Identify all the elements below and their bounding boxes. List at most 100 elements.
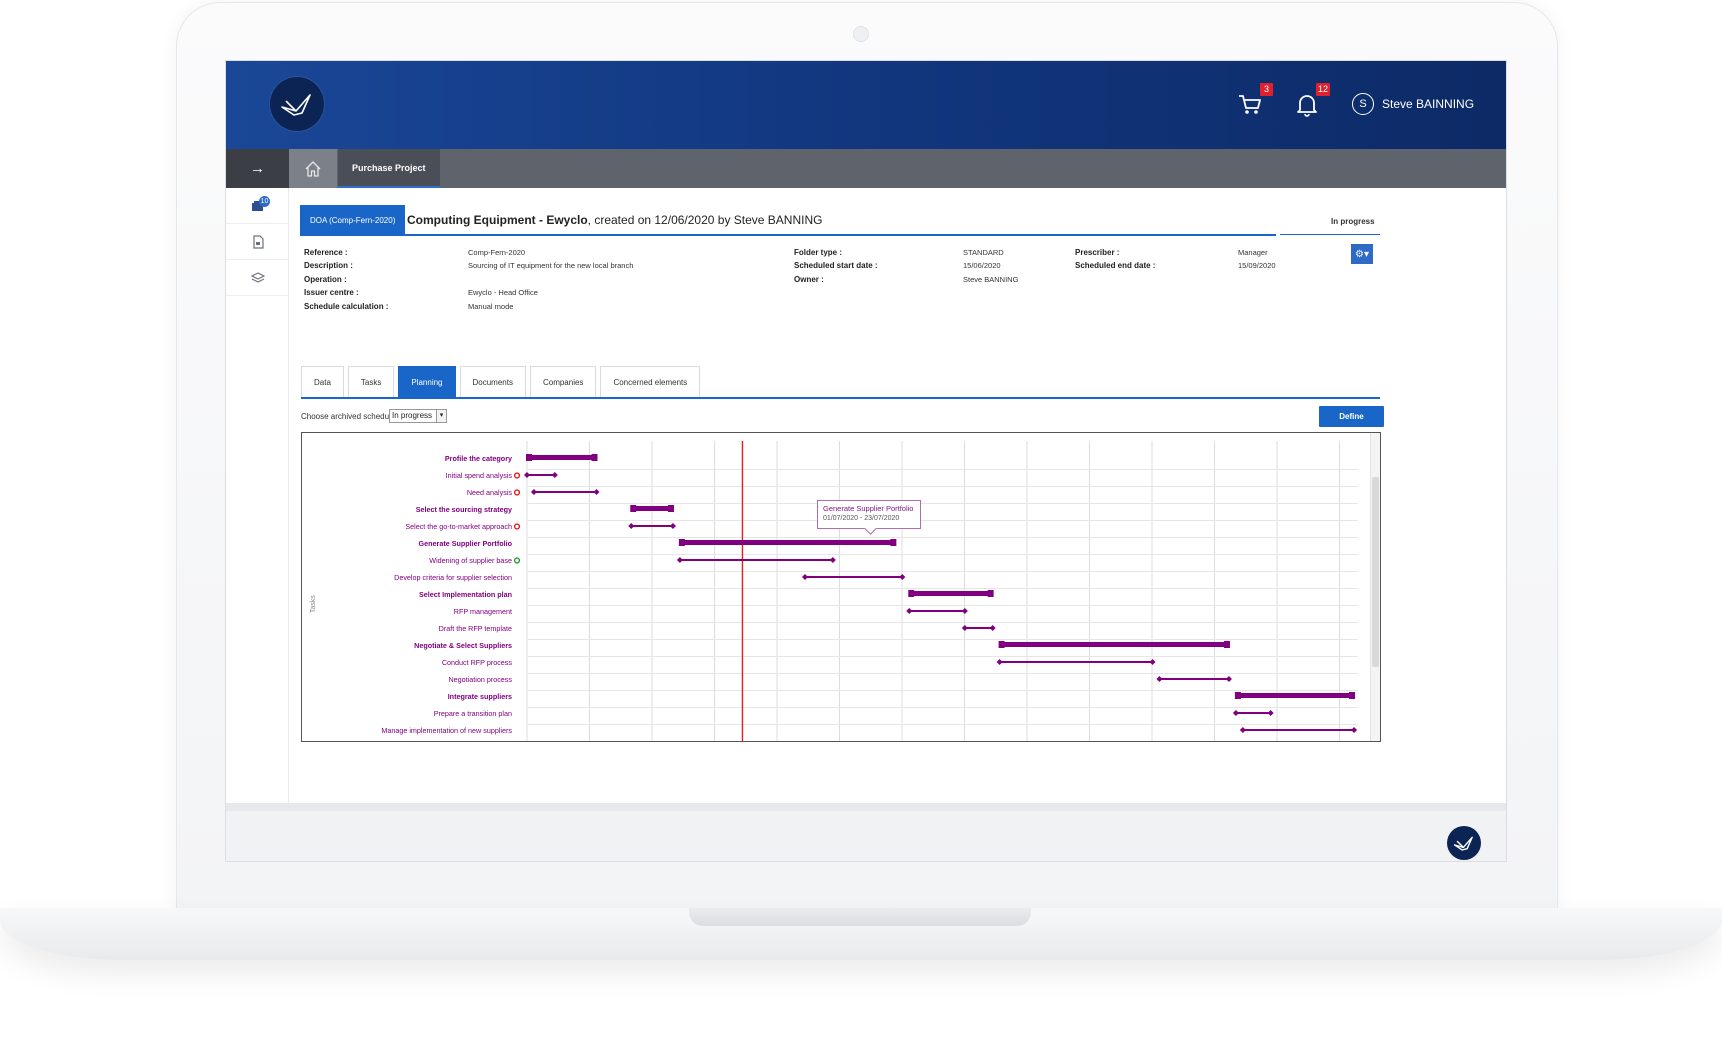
gantt-scroll-thumb[interactable]: [1372, 477, 1379, 667]
description-label: Description :: [304, 261, 353, 270]
tab-companies[interactable]: Companies: [529, 366, 597, 397]
gantt-task-label: Initial spend analysis: [446, 471, 513, 480]
owner-value: Steve BANNING: [963, 275, 1019, 284]
archive-label: Choose archived schedule: [301, 412, 396, 421]
gantt-group-start-cap: [908, 590, 915, 597]
gantt-group-label: Integrate suppliers: [448, 692, 512, 701]
gantt-task-start-marker: [628, 523, 635, 529]
gantt-task-label: Negotiation process: [448, 675, 512, 684]
rail-item-layers[interactable]: [226, 260, 289, 296]
layers-icon: [250, 271, 265, 283]
define-button[interactable]: Define: [1319, 406, 1384, 427]
gantt-task-label: Widening of supplier base: [429, 556, 512, 565]
gantt-group-label: Select the sourcing strategy: [416, 505, 512, 514]
project-tabs: Data Tasks Planning Documents Companies Conce…: [301, 366, 704, 397]
doa-badge[interactable]: DOA (Comp-Fern-2020): [300, 205, 406, 235]
gantt-group-bar: [909, 591, 993, 596]
gantt-y-axis-label: Tasks: [310, 595, 317, 613]
app-header: 3 12 S Steve BAINNING: [226, 61, 1506, 149]
gantt-task-start-marker: [802, 574, 808, 580]
gantt-group-label: Negotiate & Select Suppliers: [414, 641, 512, 650]
tab-tasks[interactable]: Tasks: [347, 366, 395, 397]
gantt-task-label: Conduct RFP process: [442, 658, 513, 667]
footer: [226, 803, 1506, 861]
issuer-label: Issuer centre :: [304, 288, 359, 297]
status-divider: [1280, 234, 1380, 235]
gantt-task-label: Need analysis: [467, 488, 513, 497]
gantt-group-end-cap: [987, 590, 994, 597]
tab-purchase-project[interactable]: Purchase Project: [338, 149, 440, 188]
folder-type-value: STANDARD: [963, 248, 1004, 257]
tab-data[interactable]: Data: [301, 366, 344, 397]
gantt-task-label: Select the go-to-market approach: [405, 522, 512, 531]
settings-button[interactable]: ⚙▾: [1351, 244, 1373, 264]
gantt-task-label: Prepare a transition plan: [434, 709, 512, 718]
operation-label: Operation :: [304, 275, 347, 284]
reference-value: Comp-Fern-2020: [468, 248, 526, 257]
gantt-task-label: Develop criteria for supplier selection: [394, 573, 512, 582]
expand-sidebar-button[interactable]: →: [226, 149, 289, 188]
user-menu[interactable]: S Steve BAINNING: [1352, 89, 1474, 119]
gantt-group-start-cap: [998, 641, 1005, 648]
gantt-task-start-marker: [1239, 727, 1246, 733]
main-content: DOA (Comp-Fern-2020) Computing Equipment…: [289, 188, 1506, 803]
rail-item-dashboard[interactable]: 10: [226, 188, 289, 224]
cart-button[interactable]: 3: [1235, 83, 1273, 119]
gantt-scrollbar[interactable]: [1370, 433, 1380, 741]
gantt-task-start-marker: [1156, 676, 1163, 682]
tab-documents[interactable]: Documents: [459, 366, 526, 397]
gantt-task-start-marker: [1232, 710, 1239, 716]
tabs-divider: [301, 397, 1380, 399]
home-icon: [305, 160, 321, 177]
folder-stack-icon: [251, 200, 264, 211]
notifications-count-badge: 12: [1315, 83, 1330, 96]
archive-select-value: In progress: [392, 411, 433, 420]
bird-logo-icon: [281, 94, 311, 116]
prescriber-value: Manager: [1238, 248, 1268, 257]
gantt-group-end-cap: [1223, 641, 1230, 648]
user-name: Steve BAINNING: [1382, 97, 1475, 111]
gantt-task-label: Draft the RFP template: [439, 624, 512, 633]
gantt-group-start-cap: [630, 505, 637, 512]
reference-label: Reference :: [304, 248, 348, 257]
gantt-task-end-marker: [961, 608, 968, 614]
gantt-group-bar: [679, 540, 896, 545]
avatar: S: [1352, 93, 1374, 115]
gantt-group-end-cap: [667, 505, 674, 512]
rail-item-documents[interactable]: [226, 224, 289, 260]
left-rail: 10: [226, 188, 289, 803]
gantt-status-red-icon: [513, 523, 521, 530]
issuer-value: Ewyclo - Head Office: [468, 288, 538, 297]
laptop-notch: [689, 908, 1031, 926]
laptop-camera: [853, 26, 869, 42]
gantt-group-label: Generate Supplier Portfolio: [419, 539, 513, 548]
gantt-task-end-marker: [1351, 727, 1358, 733]
gantt-group-label: Profile the category: [445, 454, 512, 463]
description-value: Sourcing of IT equipment for the new loc…: [468, 261, 634, 270]
notifications-button[interactable]: 12: [1292, 83, 1330, 119]
cart-count-badge: 3: [1260, 83, 1273, 96]
gantt-task-label: Manage implementation of new suppliers: [381, 726, 512, 735]
gantt-group-bar: [1235, 693, 1355, 698]
gantt-task-end-marker: [989, 625, 996, 631]
home-tab[interactable]: [289, 149, 337, 188]
app-logo[interactable]: [270, 77, 324, 131]
tab-planning[interactable]: Planning: [398, 366, 456, 397]
archive-select[interactable]: In progress ▾: [389, 409, 447, 423]
gantt-task-start-marker: [524, 472, 530, 478]
app-screen: 3 12 S Steve BAINNING → Purchase Project: [225, 60, 1507, 862]
tab-concerned-elements[interactable]: Concerned elements: [600, 366, 701, 397]
title-divider: [300, 234, 1276, 236]
gantt-group-start-cap: [1234, 692, 1241, 699]
project-title-name: Computing Equipment - Ewyclo: [407, 213, 588, 227]
footer-logo[interactable]: [1447, 826, 1481, 860]
gantt-task-end-marker: [829, 557, 836, 563]
gantt-group-label: Select Implementation plan: [419, 590, 512, 599]
arrow-right-icon: →: [250, 160, 265, 177]
gantt-task-end-marker: [551, 472, 558, 478]
gantt-group-start-cap: [678, 539, 685, 546]
gantt-task-label: RFP management: [454, 607, 512, 616]
gantt-chart: Profile the category Initial spend analys…: [301, 432, 1381, 742]
gantt-status-red-icon: [513, 472, 521, 479]
gantt-group-end-cap: [890, 539, 897, 546]
